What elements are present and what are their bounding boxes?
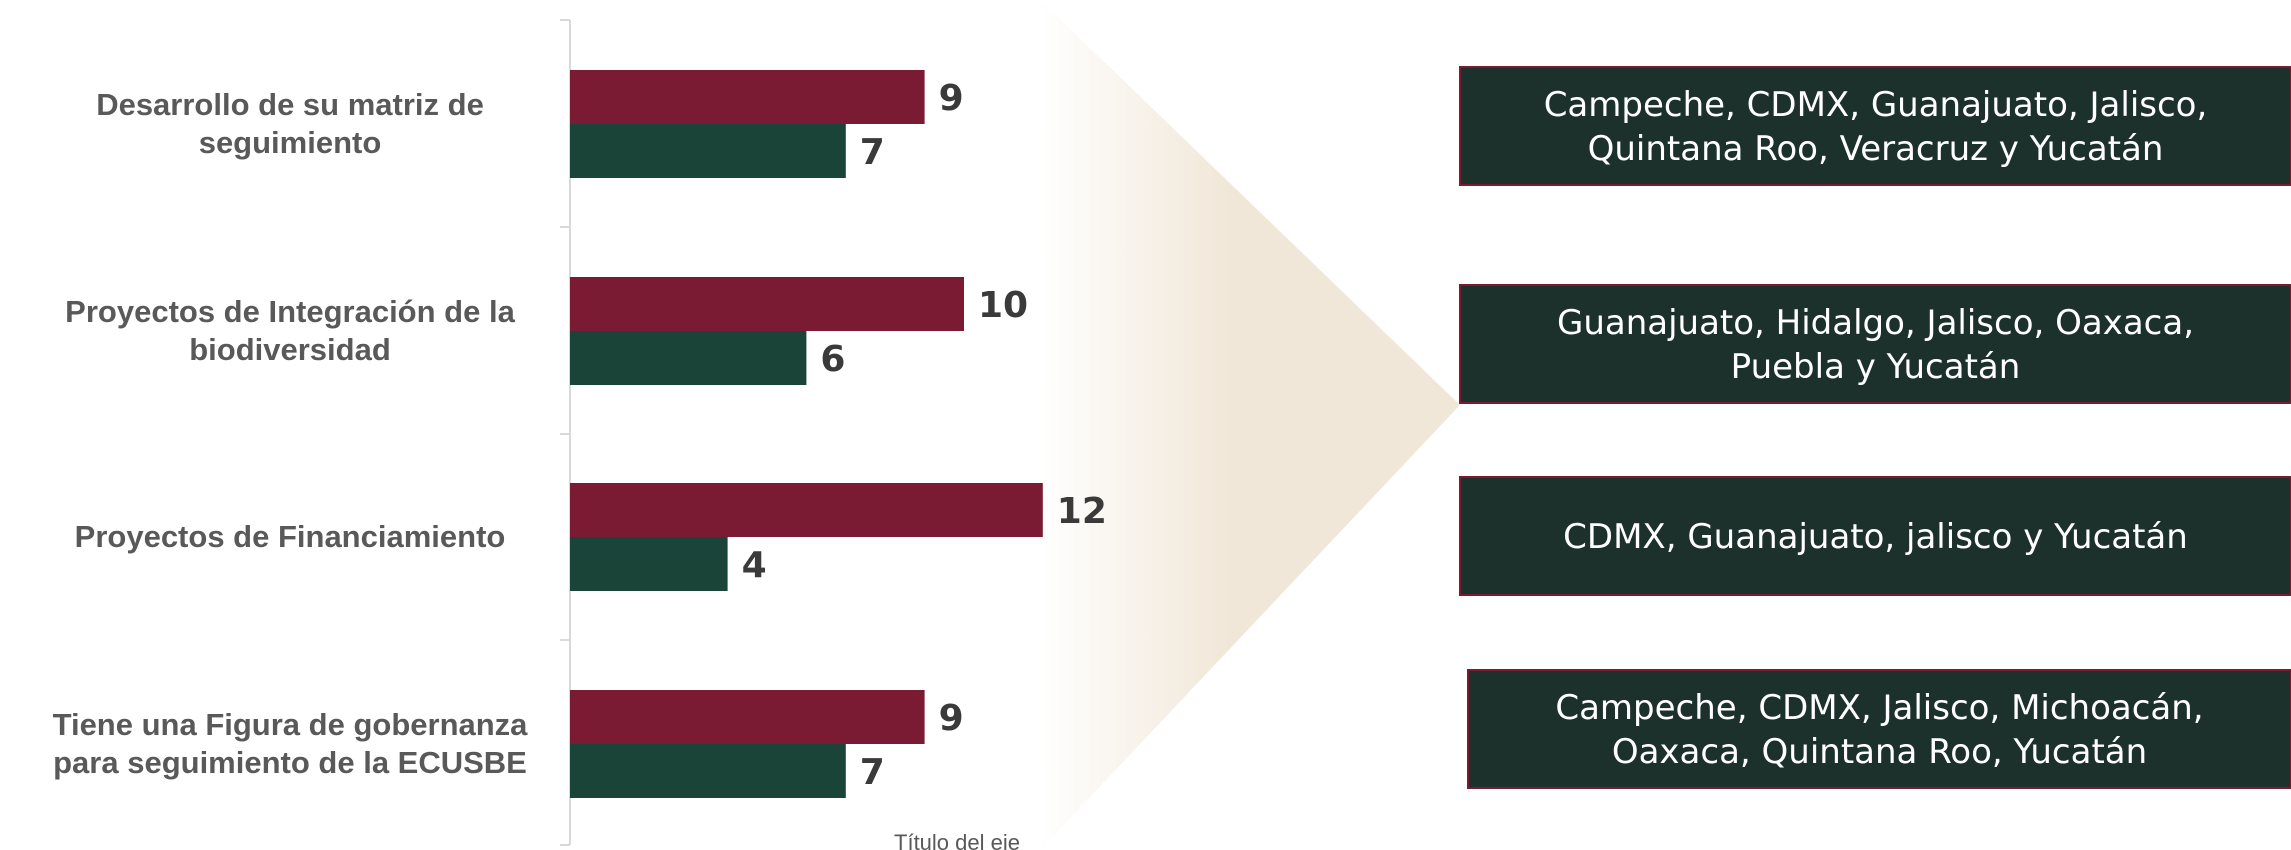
category-label-4: Tiene una Figura de gobernanza para segui… (53, 707, 529, 780)
state-box-text-4: Campeche, CDMX, Jalisco, Michoacán, Oaxac… (1555, 688, 2203, 772)
data-label-series2-4: 7 (860, 752, 885, 793)
state-box-line: Oaxaca, Quintana Roo, Yucatán (1612, 732, 2147, 772)
x-axis-title: Título del eje (894, 830, 1020, 850)
chart-axis (560, 19, 571, 846)
data-label-series2-2: 6 (820, 339, 845, 380)
state-box-line: Campeche, CDMX, Jalisco, Michoacán, (1555, 688, 2203, 728)
bars-group (570, 70, 1043, 798)
state-box-line: Quintana Roo, Veracruz y Yucatán (1588, 129, 2164, 169)
bar-series1-2 (570, 277, 964, 331)
category-label-line: Desarrollo de su matriz de (96, 87, 484, 122)
state-box-line: Puebla y Yucatán (1731, 347, 2021, 387)
bar-series1-4 (570, 690, 925, 744)
data-label-series2-3: 4 (742, 545, 767, 586)
category-label-1: Desarrollo de su matriz de seguimiento (96, 87, 484, 160)
state-box-text-1: Campeche, CDMX, Guanajuato, Jalisco, Quin… (1544, 85, 2208, 169)
bar-series1-1 (570, 70, 925, 124)
state-box-text-3: CDMX, Guanajuato, jalisco y Yucatán (1563, 517, 2188, 557)
bar-series2-2 (570, 331, 807, 385)
data-label-series1-1: 9 (939, 78, 964, 119)
state-box-line: Campeche, CDMX, Guanajuato, Jalisco, (1544, 85, 2208, 125)
category-label-line: Tiene una Figura de gobernanza (53, 707, 529, 742)
category-label-line: seguimiento (199, 125, 382, 160)
category-label-line: para seguimiento de la ECUSBE (53, 745, 527, 780)
state-boxes-group: Campeche, CDMX, Guanajuato, Jalisco, Quin… (1459, 66, 2291, 789)
state-box-line: CDMX, Guanajuato, jalisco y Yucatán (1563, 517, 2188, 557)
category-label-3: Proyectos de Financiamiento (75, 519, 506, 554)
bar-series2-1 (570, 124, 846, 178)
bar-series2-3 (570, 537, 728, 591)
state-box-3 (1459, 476, 2291, 596)
bar-series1-3 (570, 483, 1043, 537)
data-label-series2-1: 7 (860, 132, 885, 173)
category-label-line: Proyectos de Financiamiento (75, 519, 506, 554)
category-label-2: Proyectos de Integración de la biodiversi… (65, 294, 515, 367)
state-box-line: Guanajuato, Hidalgo, Jalisco, Oaxaca, (1557, 303, 2194, 343)
labels-group: 9 10 12 9 7 6 4 7 Desarrollo de su matriz de segu… (53, 78, 1107, 793)
data-label-series1-3: 12 (1057, 491, 1107, 532)
data-label-series1-4: 9 (939, 698, 964, 739)
state-box-2 (1459, 284, 2291, 404)
state-box-text-2: Guanajuato, Hidalgo, Jalisco, Oaxaca, Pue… (1557, 303, 2194, 387)
state-box-4 (1467, 669, 2291, 789)
category-label-line: Proyectos de Integración de la (65, 294, 515, 329)
data-label-series1-2: 10 (978, 285, 1028, 326)
pointer-arrow-shape (1040, 0, 1460, 850)
bar-series2-4 (570, 744, 846, 798)
state-box-1 (1459, 66, 2291, 186)
category-label-line: biodiversidad (189, 332, 391, 367)
